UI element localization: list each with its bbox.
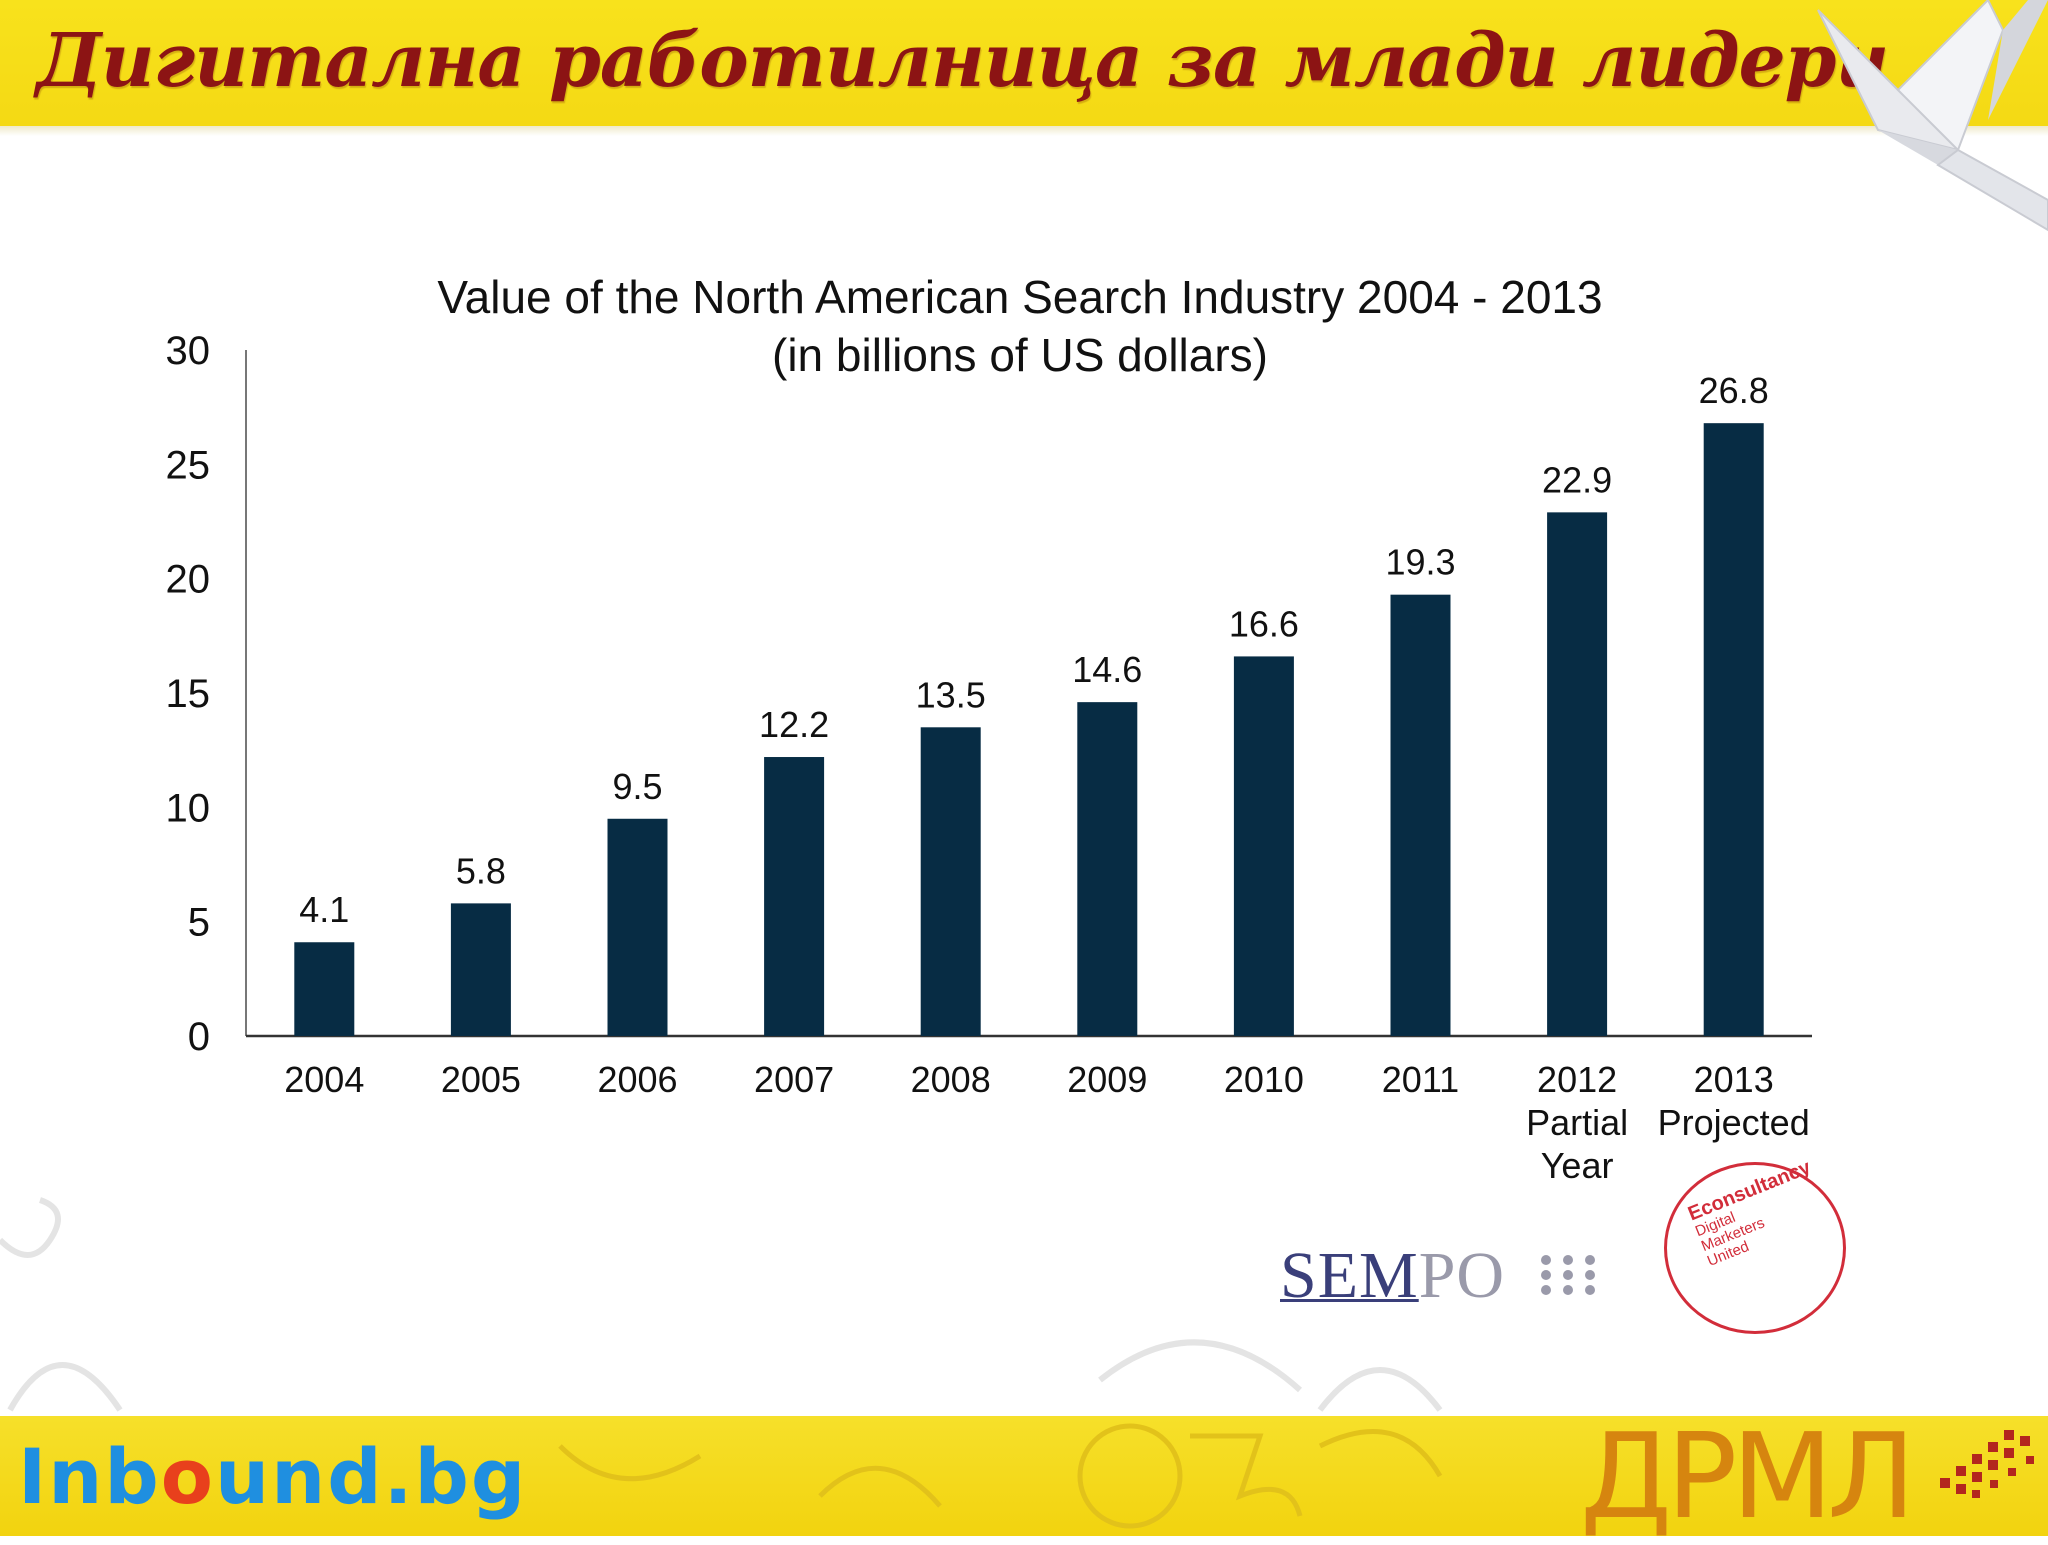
y-tick-label: 25	[166, 443, 211, 487]
bottom-banner-doodles	[558, 1423, 1443, 1529]
sempo-logo-po: PO	[1418, 1239, 1506, 1312]
bar-2012	[1547, 512, 1608, 1036]
sempo-dots-icon	[1541, 1255, 1595, 1295]
value-label-2012: 22.9	[1542, 459, 1612, 500]
value-label-2005: 5.8	[456, 850, 506, 891]
value-label-2007: 12.2	[759, 704, 829, 745]
x-tick-label-2006: 2006	[597, 1059, 677, 1100]
econsultancy-badge: Econsultancy Digital Marketers United	[1664, 1156, 1846, 1334]
y-axis-ticks: 0 5 10 15 20 25 30	[166, 329, 211, 1059]
x-tick-label-2008: 2008	[911, 1059, 991, 1100]
x-tick-label-2012-line3: Year	[1541, 1145, 1614, 1186]
bottom-banner	[0, 1416, 2048, 1536]
value-labels: 4.1 5.8 9.5 12.2 13.5 14.6 16.6 19.3 22.9 26.8	[299, 370, 1768, 930]
x-tick-label-2007: 2007	[754, 1059, 834, 1100]
page-title: Дигитална работилница за млади лидери	[36, 18, 1889, 104]
bar-2009	[1077, 702, 1138, 1036]
bars	[294, 423, 1764, 1036]
x-tick-label-2013-line2: Projected	[1658, 1102, 1810, 1143]
bar-2008	[920, 727, 981, 1036]
chart-title: Value of the North American Search Indus…	[360, 268, 1680, 384]
x-tick-label-2011: 2011	[1382, 1059, 1459, 1100]
value-label-2009: 14.6	[1072, 649, 1142, 690]
category-labels: 2004 2005 2006 2007 2008 2009 2010 2011 2012Part…	[284, 1059, 1809, 1186]
value-label-2010: 16.6	[1229, 603, 1299, 644]
x-tick-label-2012: 2012	[1537, 1059, 1617, 1100]
value-label-2013: 26.8	[1699, 370, 1769, 411]
inbound-logo: Inbound.bg	[18, 1432, 527, 1521]
inbound-logo-o: o	[160, 1432, 216, 1521]
drml-logo: ДРМЛ	[1580, 1407, 1916, 1545]
y-tick-label: 15	[166, 672, 211, 716]
y-tick-label: 30	[166, 329, 211, 373]
value-label-2006: 9.5	[612, 766, 662, 807]
inbound-logo-part3: und.bg	[215, 1432, 528, 1521]
bar-2007	[764, 757, 825, 1036]
y-tick-label: 5	[188, 901, 210, 945]
background-doodles	[0, 1197, 1443, 1412]
bar-2010	[1233, 656, 1294, 1036]
bar-2004	[294, 942, 355, 1036]
x-tick-label-2010: 2010	[1224, 1059, 1304, 1100]
x-tick-label-2009: 2009	[1067, 1059, 1147, 1100]
bar-2006	[607, 818, 668, 1036]
y-tick-label: 10	[166, 786, 211, 830]
banner-shadow	[0, 126, 2048, 136]
x-tick-label-2013: 2013	[1694, 1059, 1774, 1100]
y-tick-label: 20	[166, 558, 211, 602]
sempo-logo: SEMPO	[1280, 1238, 1505, 1314]
bar-2013	[1703, 423, 1764, 1036]
x-tick-label-2005: 2005	[441, 1059, 521, 1100]
chart-subtitle: (in billions of US dollars)	[772, 329, 1268, 381]
chart-title-main: Value of the North American Search Indus…	[437, 271, 1603, 323]
paper-crane-icon	[1817, 0, 2048, 232]
y-tick-label: 0	[188, 1015, 210, 1059]
inbound-logo-part1: Inb	[18, 1432, 161, 1521]
x-tick-label-2004: 2004	[284, 1059, 364, 1100]
x-tick-label-2012-line2: Partial	[1526, 1102, 1628, 1143]
drml-dots-icon	[1940, 1430, 2034, 1498]
value-label-2011: 19.3	[1385, 542, 1455, 583]
value-label-2008: 13.5	[916, 674, 986, 715]
value-label-2004: 4.1	[299, 889, 349, 930]
bar-2005	[450, 903, 511, 1036]
top-banner	[0, 0, 2048, 136]
sempo-logo-sem: SEM	[1280, 1239, 1419, 1312]
bar-2011	[1390, 594, 1451, 1036]
